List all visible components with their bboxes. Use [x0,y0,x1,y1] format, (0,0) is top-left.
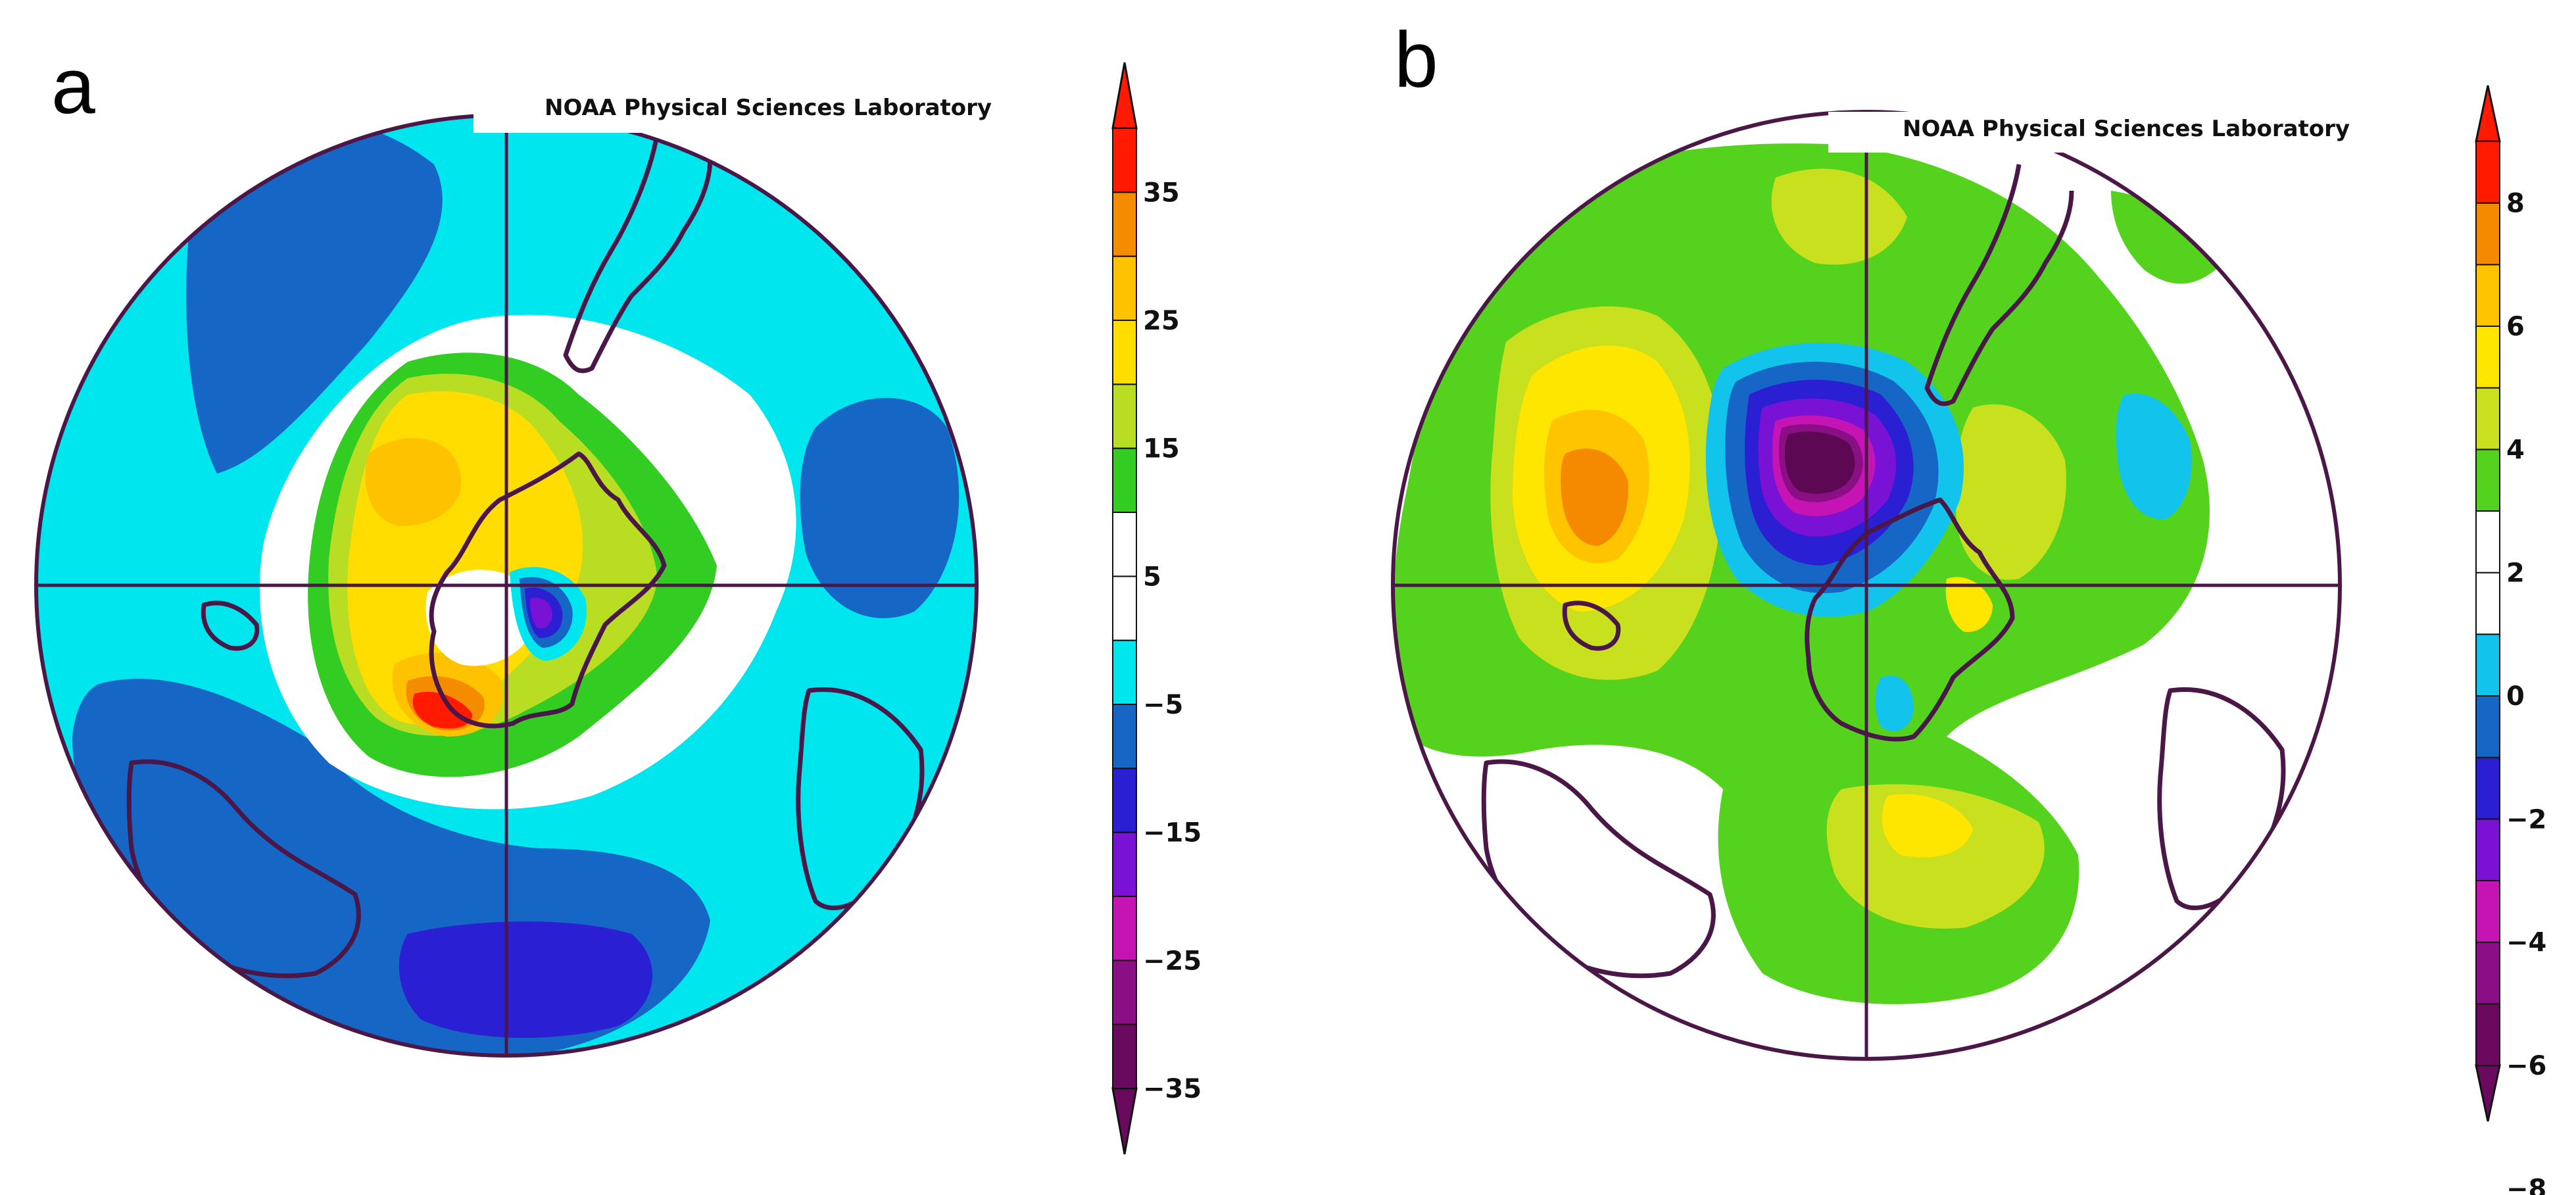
coastlines-a [126,131,925,979]
fill-lime-b4 [1955,404,2066,580]
colorbar-swatch [1112,896,1137,962]
colorbar-swatch [1112,447,1137,514]
colorbar-tick-label: 2 [2506,558,2525,589]
colorbar-swatch [2475,941,2500,1005]
fill-lime-b2 [1771,168,1907,265]
colorbar-swatch [1112,639,1137,706]
colorbar-tick-label: −2 [2506,804,2546,835]
map-b [1393,112,2340,1059]
colorbar-swatch [2475,818,2500,882]
colorbar-swatch [1112,575,1137,641]
colorbar-swatch [2475,264,2500,327]
colorbar-swatch [1112,320,1137,385]
colorbar-swatch [2475,1003,2500,1067]
colorbar-swatch [2475,880,2500,943]
colorbar-swatch [2475,141,2500,204]
credit-box-a [474,92,980,133]
colorbar-min-arrow [1111,1087,1138,1155]
credit-a: NOAA Physical Sciences Laboratory [545,95,992,121]
fill-indigo-s [399,921,653,1038]
colorbar-b: 8 6 4 2 0 −2 −4 −6 −8 [2475,85,2546,1195]
panel-a: a [34,42,992,1058]
colorbar-swatch [1112,255,1137,322]
colorbar-a: 35 25 15 5 −5 −15 −25 −35 [1111,62,1202,1155]
colorbar-max-arrow [2475,85,2501,143]
colorbar-swatch [2475,387,2500,451]
colorbar-swatch [2475,572,2500,635]
map-a [36,115,977,1056]
fill-blue-nw [186,120,443,474]
colorbar-tick-label: −4 [2506,928,2546,958]
colorbar-tick-label: 6 [2506,312,2525,342]
colorbar-tick-label: −5 [1143,690,1183,720]
fill-darkpurple-b [1785,431,1855,494]
panel-b: b [1391,16,2350,1061]
credit-b: NOAA Physical Sciences Laboratory [1903,116,2350,142]
colorbar-tick-label: 35 [1143,178,1180,208]
panel-label-b: b [1394,16,1438,104]
colorbar-tick-label: 0 [2506,681,2525,712]
colorbar-swatch [1112,191,1137,257]
colorbar-tick-label: −15 [1143,818,1202,848]
colorbar-swatch [2475,449,2500,512]
colorbar-swatch [1112,704,1137,769]
colorbar-tick-label: −8 [2506,1174,2546,1195]
fill-red [412,691,473,729]
credit-box-b [1828,112,2341,153]
colorbar-tick-label: 25 [1143,306,1180,336]
colorbar-swatch [1112,768,1137,833]
colorbar-tick-label: 8 [2506,189,2525,219]
colorbar-swatch [1112,512,1137,577]
colorbar-swatch [1112,128,1137,193]
colorbar-swatch [2475,510,2500,573]
colorbar-swatch [1112,383,1137,449]
colorbar-swatch [2475,756,2500,820]
colorbar-tick-label: −6 [2506,1051,2546,1081]
colorbar-tick-label: 5 [1143,562,1161,592]
coastlines-b [1481,164,2286,979]
panel-label-a: a [51,42,95,130]
colorbar-tick-label: 4 [2506,435,2525,465]
fill-yellow-b2 [1882,794,1973,858]
colorbar-swatch [1112,960,1137,1025]
fill-cyan-b3 [1875,675,1914,731]
colorbar-swatch [2475,202,2500,266]
fill-violet-core [530,597,552,629]
colorbar-swatch [2475,695,2500,758]
colorbar-min-arrow [2475,1064,2501,1122]
fill-blue-e [800,398,960,618]
colorbar-max-arrow [1111,62,1138,130]
colorbar-tick-label: −25 [1143,946,1202,976]
colorbar-tick-label: −35 [1143,1074,1202,1104]
colorbar-swatch [1112,1023,1137,1089]
colorbar-swatch [2475,633,2500,696]
fill-amber-1 [365,438,462,526]
colorbar-swatch [1112,831,1137,897]
fill-cyan-b2 [2116,393,2192,520]
fill-green-ne [2111,191,2223,284]
fill-orange-b [1561,449,1628,546]
colorbar-tick-label: 15 [1143,434,1180,464]
colorbar-swatch [2475,326,2500,389]
fill-yellow-b3 [1945,577,1993,632]
